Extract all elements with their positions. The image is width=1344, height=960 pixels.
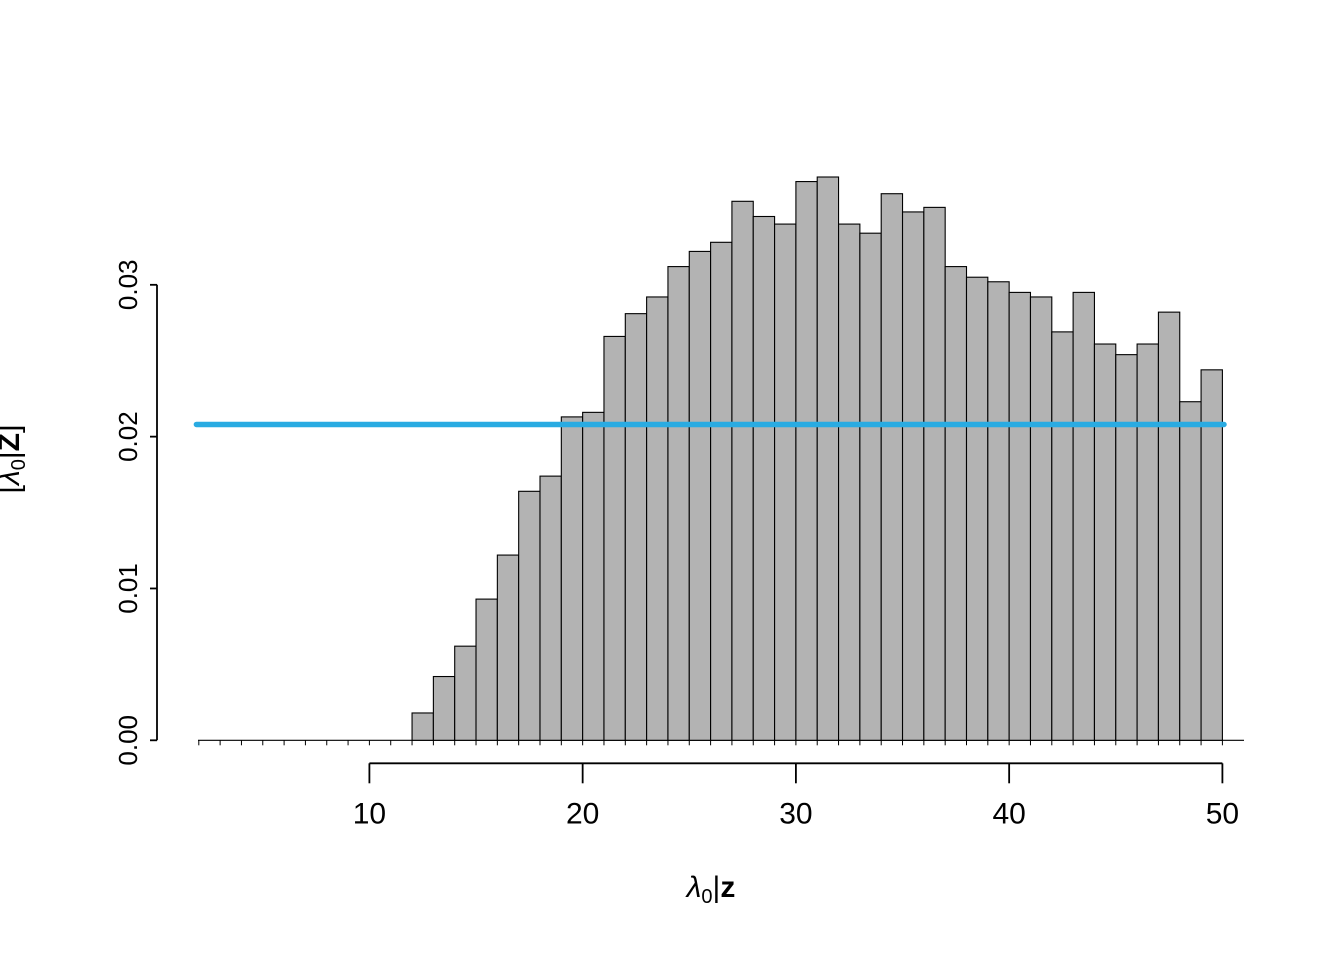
- svg-text:0.03: 0.03: [113, 260, 143, 311]
- svg-text:20: 20: [566, 797, 599, 830]
- svg-text:40: 40: [992, 797, 1025, 830]
- svg-text:50: 50: [1206, 797, 1239, 830]
- svg-text:0.01: 0.01: [113, 563, 143, 614]
- svg-text:0.02: 0.02: [113, 411, 143, 462]
- svg-text:[λ0|Z]: [λ0|Z]: [0, 425, 30, 494]
- svg-text:30: 30: [779, 797, 812, 830]
- svg-text:10: 10: [353, 797, 386, 830]
- svg-text:0.00: 0.00: [113, 715, 143, 766]
- svg-text:λ0|z: λ0|z: [685, 871, 736, 908]
